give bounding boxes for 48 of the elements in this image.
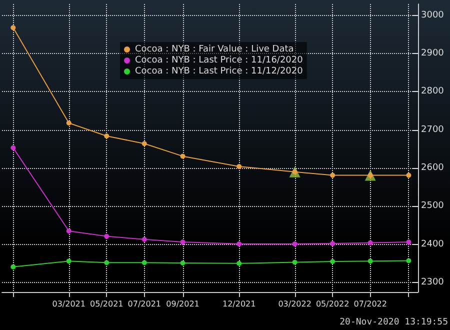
legend-label: Cocoa : NYB : Fair Value : Live Data: [135, 44, 294, 54]
x-tick-label: 07/2021: [128, 300, 161, 308]
point: [142, 141, 147, 146]
y-tick-label: 2400: [421, 239, 444, 250]
point: [66, 120, 72, 126]
point: [104, 234, 110, 239]
point: [10, 264, 16, 270]
point: [180, 260, 186, 266]
point: [104, 260, 110, 266]
y-tick-label: 2600: [421, 163, 444, 174]
point: [180, 240, 186, 245]
point: [330, 258, 336, 264]
point: [330, 172, 336, 178]
point: [10, 145, 16, 150]
x-tick-label: 03/2022: [278, 300, 312, 308]
point: [406, 172, 412, 178]
point: [236, 164, 242, 169]
point: [66, 228, 72, 234]
x-tick-label: 05/2022: [316, 300, 350, 308]
point: [236, 241, 242, 246]
point: [180, 154, 186, 159]
point: [330, 241, 336, 246]
point: [142, 236, 147, 242]
text: 20-Nov-2020 13:19:55: [340, 318, 448, 328]
y-tick-label: 2900: [421, 48, 444, 59]
x-tick-label: 05/2021: [90, 300, 124, 308]
legend-label: Cocoa : NYB : Last Price : 11/16/2020: [135, 56, 304, 66]
point: [66, 258, 72, 264]
y-tick-label: 3000: [421, 10, 444, 20]
y-tick-label: 2300: [421, 277, 444, 288]
x-tick-label: 12/2021: [222, 300, 256, 308]
point: [406, 240, 412, 245]
point: [368, 258, 373, 264]
point: [406, 258, 412, 264]
point: [368, 240, 373, 246]
point: [104, 133, 110, 138]
x-tick-label: 09/2021: [166, 300, 200, 308]
point: [292, 260, 298, 265]
point: [142, 260, 147, 266]
point: [10, 25, 16, 30]
point: [236, 260, 242, 266]
y-tick-label: 2800: [421, 86, 444, 97]
y-tick-label: 2700: [421, 124, 444, 135]
y-tick-label: 2500: [421, 201, 444, 212]
x-tick-label: 03/2021: [52, 300, 86, 308]
legend-label: Cocoa : NYB : Last Price : 11/12/2020: [135, 66, 304, 76]
x-tick-label: 07/2022: [354, 300, 387, 308]
point: [292, 241, 298, 246]
